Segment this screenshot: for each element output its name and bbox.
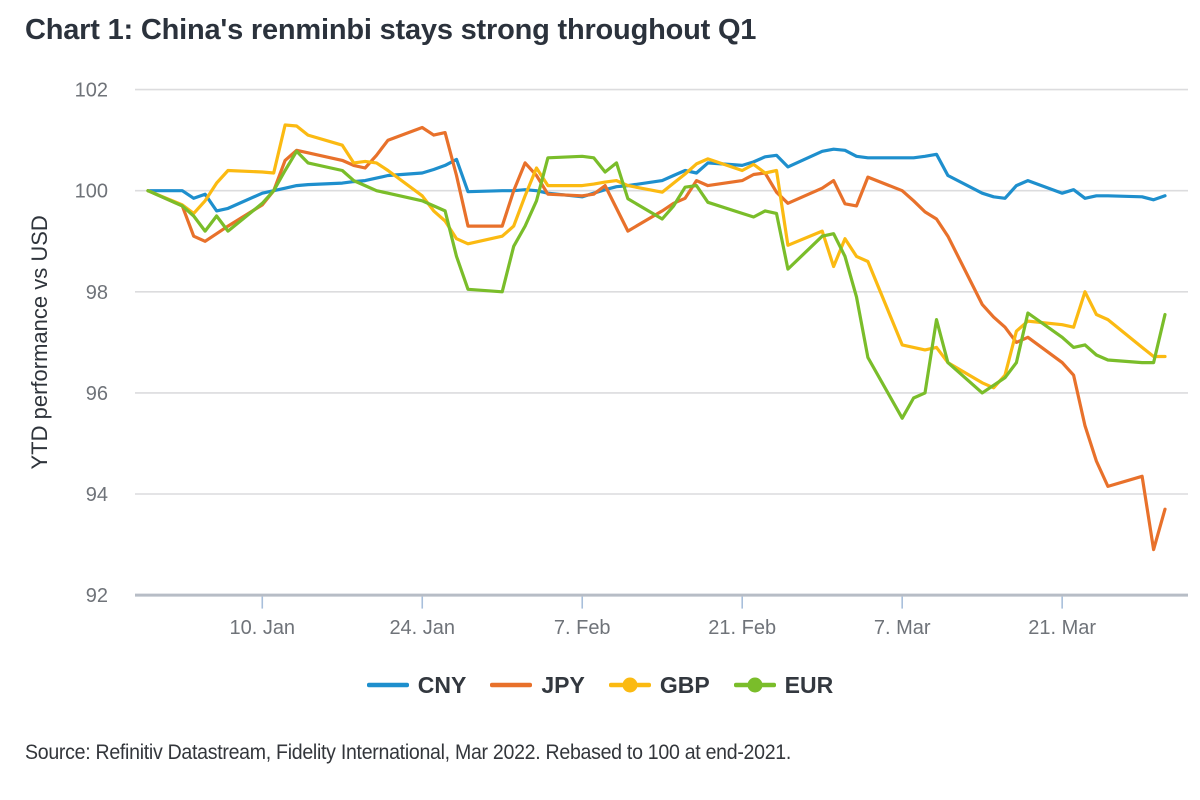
source-note: Source: Refinitiv Datastream, Fidelity I… [25, 741, 792, 764]
y-tick-label: 102 [75, 80, 108, 102]
x-tick-label: 21. Feb [708, 617, 776, 639]
y-tick-label: 92 [86, 585, 108, 607]
legend-label-jpy: JPY [541, 671, 585, 698]
series-line-eur [146, 149, 1167, 420]
y-tick-label: 100 [75, 181, 108, 203]
chart-title: Chart 1: China's renminbi stays strong t… [25, 14, 757, 46]
line-chart: 92 94 96 98 100 102 10. Jan 24. Jan 7. Feb 21. Fe… [27, 80, 1188, 639]
legend-item-jpy[interactable]: JPY [490, 671, 585, 699]
legend-item-eur[interactable]: EUR [733, 671, 834, 699]
legend-swatch-eur [733, 677, 776, 693]
series-line-gbp [146, 123, 1167, 390]
series-line-jpy [146, 125, 1167, 552]
legend-dot-icon [622, 677, 638, 693]
x-tick-label: 7. Mar [874, 617, 931, 639]
legend-swatch-cny [366, 682, 409, 688]
legend-label-eur: EUR [784, 671, 834, 698]
x-tick-label: 24. Jan [389, 617, 455, 639]
y-tick-label: 98 [86, 282, 108, 304]
legend-swatch-jpy [490, 682, 533, 688]
legend-item-cny[interactable]: CNY [366, 671, 467, 699]
y-axis-title: YTD performance vs USD [27, 215, 52, 469]
x-tick-label: 10. Jan [229, 617, 295, 639]
legend-swatch-gbp [608, 677, 651, 693]
legend: CNY JPY GBP EUR [0, 656, 1200, 714]
legend-label-gbp: GBP [659, 671, 710, 698]
x-tick-label: 7. Feb [554, 617, 611, 639]
y-tick-label: 94 [86, 484, 108, 506]
series-line-cny [146, 147, 1167, 213]
legend-dot-icon [747, 677, 763, 693]
legend-item-gbp[interactable]: GBP [608, 671, 710, 699]
x-tick-label: 21. Mar [1028, 617, 1096, 639]
y-tick-label: 96 [86, 383, 108, 405]
legend-label-cny: CNY [417, 671, 467, 698]
